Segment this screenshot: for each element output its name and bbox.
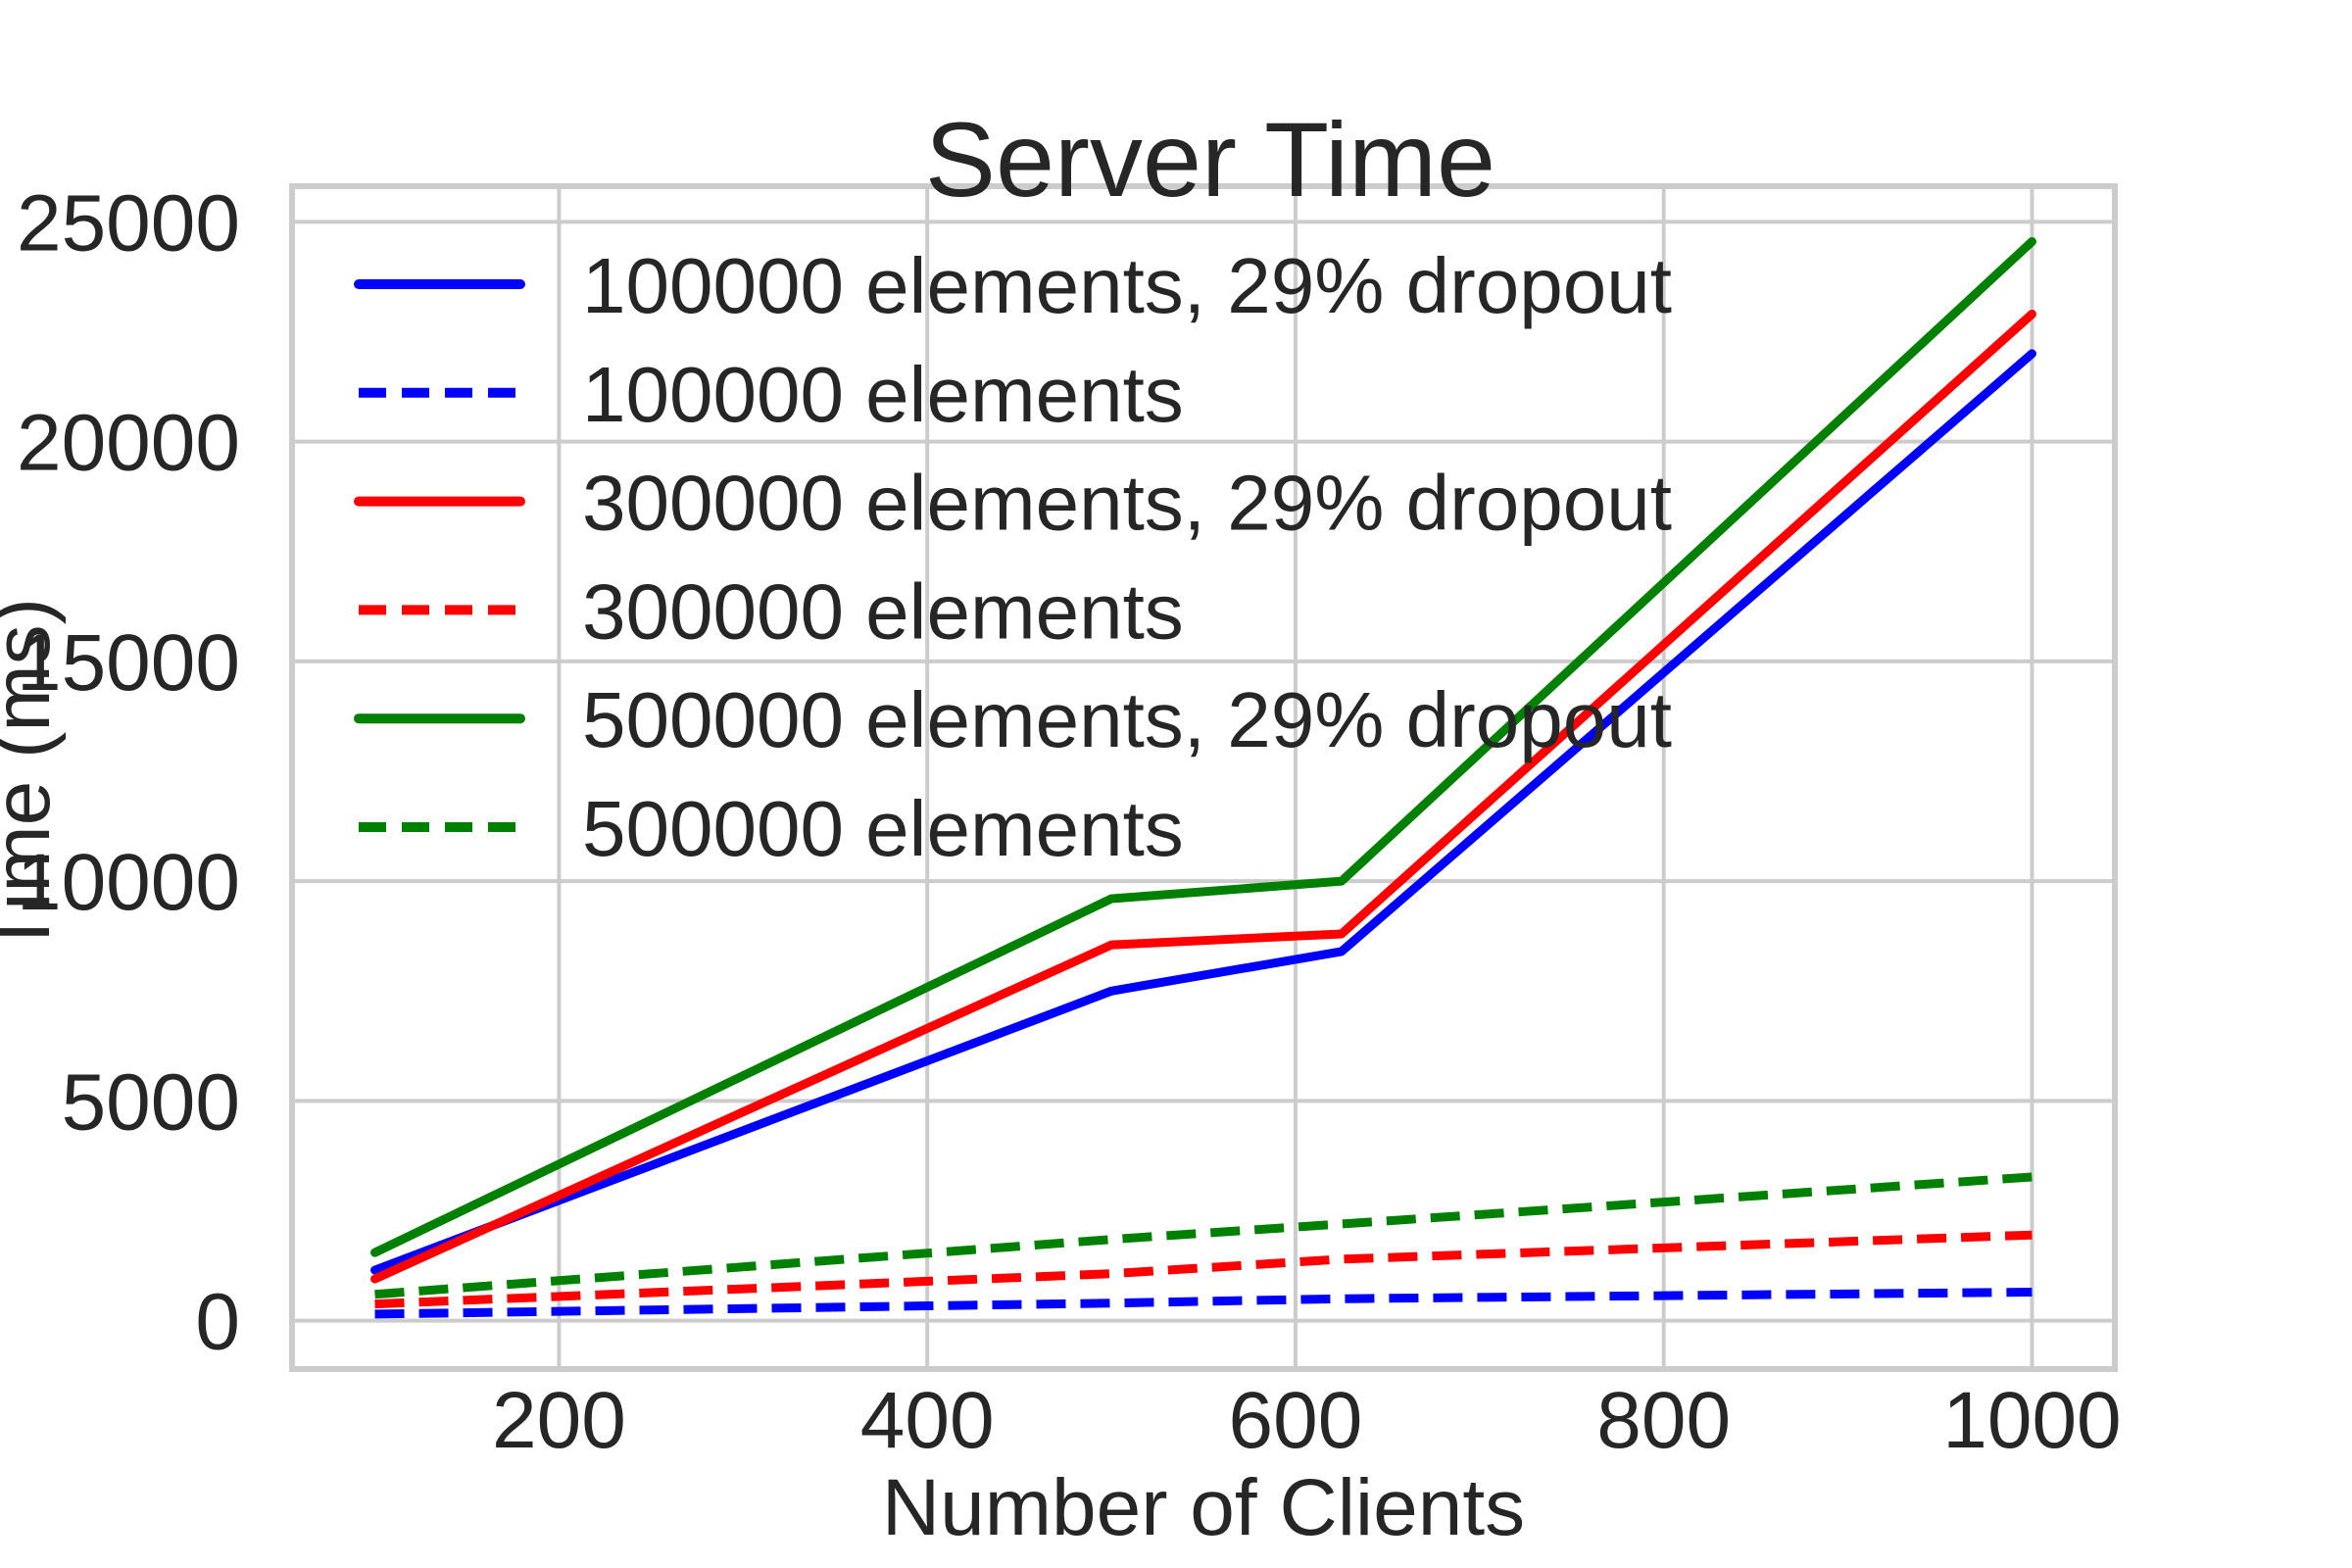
x-tick-label-400: 400 bbox=[860, 1376, 995, 1465]
y-tick-labels: 0 5000 10000 15000 20000 25000 bbox=[17, 178, 240, 1366]
legend-item-1: 100000 elements bbox=[359, 351, 1184, 438]
y-tick-label-0: 0 bbox=[195, 1278, 240, 1367]
legend-label-5: 500000 elements bbox=[582, 785, 1184, 872]
y-tick-label-5000: 5000 bbox=[62, 1057, 240, 1147]
y-tick-label-25000: 25000 bbox=[17, 178, 240, 268]
x-tick-label-1000: 1000 bbox=[1942, 1376, 2121, 1465]
x-tick-label-800: 800 bbox=[1596, 1376, 1731, 1465]
legend-item-4: 500000 elements, 29% dropout bbox=[354, 676, 1672, 763]
x-tick-labels: 200 400 600 800 1000 bbox=[492, 1376, 2122, 1465]
series-layer bbox=[370, 237, 2036, 1319]
y-axis-label: Time (ms) bbox=[0, 598, 67, 956]
x-tick-label-200: 200 bbox=[492, 1376, 626, 1465]
y-tick-label-15000: 15000 bbox=[17, 618, 240, 708]
legend-label-1: 100000 elements bbox=[582, 351, 1184, 438]
series-line-4 bbox=[370, 237, 2036, 1257]
legend-item-0: 100000 elements, 29% dropout bbox=[354, 242, 1672, 329]
y-tick-label-20000: 20000 bbox=[17, 399, 240, 488]
series-line-0 bbox=[370, 349, 2036, 1275]
legend-label-0: 100000 elements, 29% dropout bbox=[582, 242, 1672, 329]
series-line-5 bbox=[374, 1172, 2033, 1299]
legend-label-4: 500000 elements, 29% dropout bbox=[582, 676, 1672, 763]
legend-label-2: 300000 elements, 29% dropout bbox=[582, 460, 1672, 547]
legend-item-3: 300000 elements bbox=[359, 567, 1184, 655]
series-line-3 bbox=[374, 1230, 2033, 1309]
chart-title: Server Time bbox=[925, 100, 1495, 219]
plot-border bbox=[289, 183, 2118, 1372]
legend: 100000 elements, 29% dropout 100000 eleme… bbox=[354, 242, 1672, 872]
y-tick-label-10000: 10000 bbox=[17, 838, 240, 927]
legend-item-5: 500000 elements bbox=[359, 785, 1184, 872]
legend-item-2: 300000 elements, 29% dropout bbox=[354, 460, 1672, 547]
x-axis-label: Number of Clients bbox=[882, 1463, 1525, 1552]
legend-label-3: 300000 elements bbox=[582, 567, 1184, 655]
series-line-2 bbox=[370, 310, 2036, 1284]
x-tick-label-600: 600 bbox=[1229, 1376, 1363, 1465]
series-line-1 bbox=[374, 1288, 2033, 1319]
